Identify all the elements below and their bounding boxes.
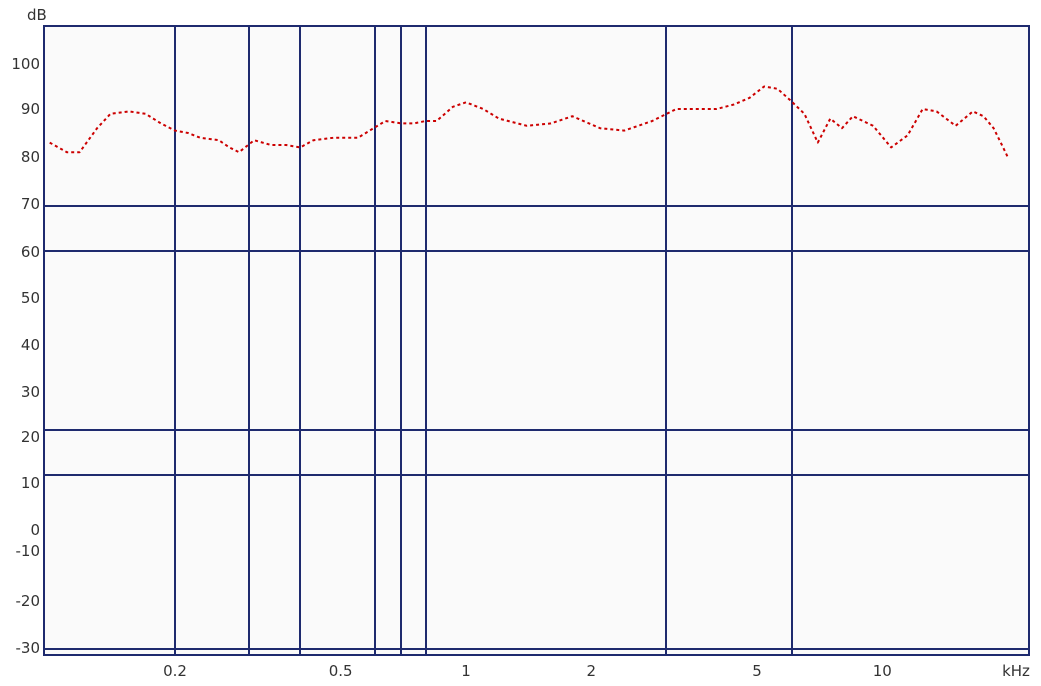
y-tick-label: -10	[16, 542, 41, 560]
y-tick-label: 70	[21, 195, 40, 213]
y-tick-label: 10	[21, 474, 40, 492]
x-unit-label: kHz	[1002, 662, 1030, 680]
horizontal-gridlines	[44, 205, 1029, 650]
y-tick-label: 100	[11, 55, 40, 73]
y-tick-label: 90	[21, 100, 40, 118]
x-tick-label: 2	[587, 662, 597, 680]
x-tick-label: 0.2	[163, 662, 187, 680]
y-tick-label: 20	[21, 428, 40, 446]
series-line	[49, 85, 1009, 158]
y-tick-label: 30	[21, 383, 40, 401]
y-tick-label: 80	[21, 148, 40, 166]
y-tick-label: 40	[21, 336, 40, 354]
y-tick-label: -30	[16, 639, 41, 657]
y-tick-label: -20	[16, 592, 41, 610]
x-tick-label: 1	[461, 662, 471, 680]
y-tick-label: 50	[21, 289, 40, 307]
y-tick-label: 60	[21, 243, 40, 261]
x-tick-label: 5	[752, 662, 762, 680]
x-tick-label: 10	[873, 662, 892, 680]
y-tick-label: 0	[30, 521, 40, 539]
x-tick-label: 0.5	[329, 662, 353, 680]
y-unit-label: dB	[27, 6, 47, 24]
x-tick-labels: 0.2 0.5 1 2 5 10	[163, 662, 892, 680]
response-curve	[49, 85, 1009, 158]
plot-area	[43, 25, 1030, 656]
